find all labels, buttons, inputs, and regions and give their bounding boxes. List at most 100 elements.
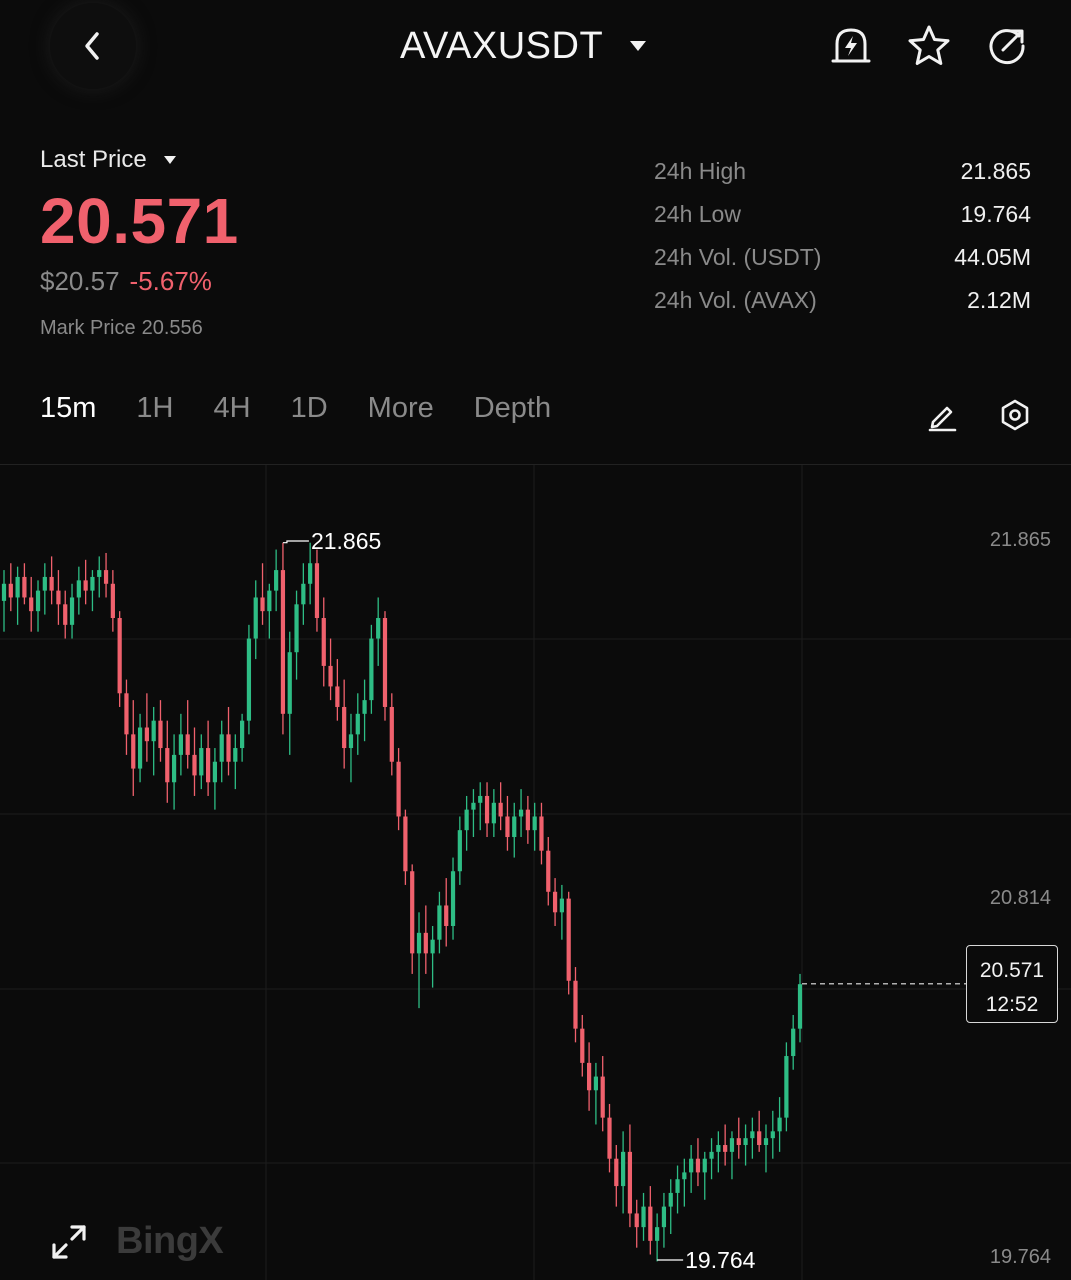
caret-down-icon xyxy=(630,41,647,51)
caret-down-icon xyxy=(163,156,176,164)
interval-tabs: 15m 1H 4H 1D More Depth xyxy=(40,392,591,425)
candle-body xyxy=(614,1158,619,1187)
chart-canvas[interactable] xyxy=(0,465,1071,1280)
candle-body xyxy=(348,734,354,749)
candle-body xyxy=(784,1056,789,1118)
candle-body xyxy=(205,748,211,783)
tab-4h[interactable]: 4H xyxy=(213,392,251,424)
candle-body xyxy=(709,1151,714,1159)
price-alert-button[interactable] xyxy=(827,22,875,70)
candle-body xyxy=(328,665,333,687)
candle-body xyxy=(743,1138,748,1146)
candle-body xyxy=(518,809,524,817)
candle-body xyxy=(240,720,245,749)
low-marker-label: 19.764 xyxy=(685,1247,756,1273)
tab-more[interactable]: More xyxy=(367,392,434,424)
candle-body xyxy=(199,748,204,776)
candle-body xyxy=(750,1131,755,1139)
candle-body xyxy=(314,563,320,618)
candle-body xyxy=(131,734,136,769)
candle-body xyxy=(600,1076,605,1118)
candle-body xyxy=(525,809,530,831)
stat-value: 44.05M xyxy=(954,244,1031,270)
candle-body xyxy=(416,932,422,954)
mark-price-label: Mark Price xyxy=(40,317,136,339)
stats-panel: 24h High 21.865 24h Low 19.764 24h Vol. … xyxy=(654,150,1031,322)
candle-body xyxy=(478,795,483,803)
star-icon xyxy=(908,25,950,65)
candle-body xyxy=(532,816,537,831)
favorite-button[interactable] xyxy=(905,22,953,70)
tab-depth[interactable]: Depth xyxy=(473,392,552,424)
candle-body xyxy=(491,802,496,824)
y-axis-label-bottom: 19.764 xyxy=(989,1246,1051,1268)
candle-body xyxy=(512,816,517,838)
candle-body xyxy=(723,1145,728,1152)
candlestick-chart[interactable]: 21.865 20.814 19.764 21.865 19.764 20.57… xyxy=(0,464,1071,1280)
candle-body xyxy=(8,583,13,598)
candle-body xyxy=(342,706,347,749)
last-price-label: Last Price xyxy=(40,146,147,173)
candle-body xyxy=(716,1145,721,1152)
candle-body xyxy=(777,1117,782,1132)
usd-price-line: $20.57 -5.67% xyxy=(40,266,600,297)
high-marker-label: 21.865 xyxy=(310,528,382,554)
symbol-selector[interactable]: AVAXUSDT xyxy=(400,24,647,68)
candle-body xyxy=(185,734,190,755)
mark-price-value: 20.556 xyxy=(141,317,203,339)
candle-body xyxy=(607,1117,612,1159)
candle-body xyxy=(498,802,503,817)
candle-body xyxy=(260,597,265,612)
candle-body xyxy=(586,1062,592,1091)
candle-body xyxy=(403,816,408,872)
candle-body xyxy=(770,1131,775,1139)
candle-body xyxy=(76,580,81,598)
stat-value: 2.12M xyxy=(967,287,1031,313)
candle-body xyxy=(97,570,102,577)
candle-body xyxy=(376,617,381,639)
candle-body xyxy=(42,576,47,591)
candle-body xyxy=(171,754,177,783)
chart-settings-button[interactable] xyxy=(995,395,1035,435)
candle-body xyxy=(464,809,469,831)
candle-body xyxy=(757,1131,762,1146)
candle-body xyxy=(546,850,551,892)
tab-15m[interactable]: 15m xyxy=(40,392,97,424)
share-button[interactable] xyxy=(983,22,1031,70)
candle-body xyxy=(593,1076,599,1091)
draw-tool-button[interactable] xyxy=(922,395,962,435)
candle-body xyxy=(505,816,510,838)
expand-icon[interactable] xyxy=(50,1223,88,1261)
back-button[interactable] xyxy=(50,3,136,89)
stat-row-24h-low: 24h Low 19.764 xyxy=(654,193,1031,236)
candle-body xyxy=(627,1151,633,1214)
stat-label: 24h Vol. (AVAX) xyxy=(654,287,817,313)
current-price-tag: 20.571 12:52 xyxy=(966,945,1058,1023)
candle-body xyxy=(301,583,306,605)
candle-body xyxy=(335,686,340,707)
candle-body xyxy=(274,570,279,591)
y-axis-label-mid: 20.814 xyxy=(989,887,1051,909)
candle-body xyxy=(648,1206,653,1241)
candle-body xyxy=(321,617,326,666)
candle-body xyxy=(695,1158,701,1173)
candle-body xyxy=(212,761,218,783)
usd-price: $20.57 xyxy=(40,266,120,296)
candle-body xyxy=(423,932,428,954)
tab-1h[interactable]: 1H xyxy=(136,392,174,424)
candle-countdown: 12:52 xyxy=(985,993,1039,1016)
last-price-selector[interactable]: Last Price xyxy=(40,146,600,174)
candle-body xyxy=(69,597,75,625)
candle-body xyxy=(15,576,20,598)
high-marker-line xyxy=(282,540,309,544)
chevron-left-icon xyxy=(85,32,99,60)
candle-body xyxy=(267,590,272,612)
candle-body xyxy=(280,570,286,714)
stat-label: 24h Vol. (USDT) xyxy=(654,244,822,270)
last-price-value: 20.571 xyxy=(40,185,239,257)
stat-value: 21.865 xyxy=(960,158,1031,184)
tab-1d[interactable]: 1D xyxy=(290,392,328,424)
candle-body xyxy=(437,905,442,940)
stat-value: 19.764 xyxy=(960,201,1031,227)
candle-body xyxy=(729,1138,735,1152)
